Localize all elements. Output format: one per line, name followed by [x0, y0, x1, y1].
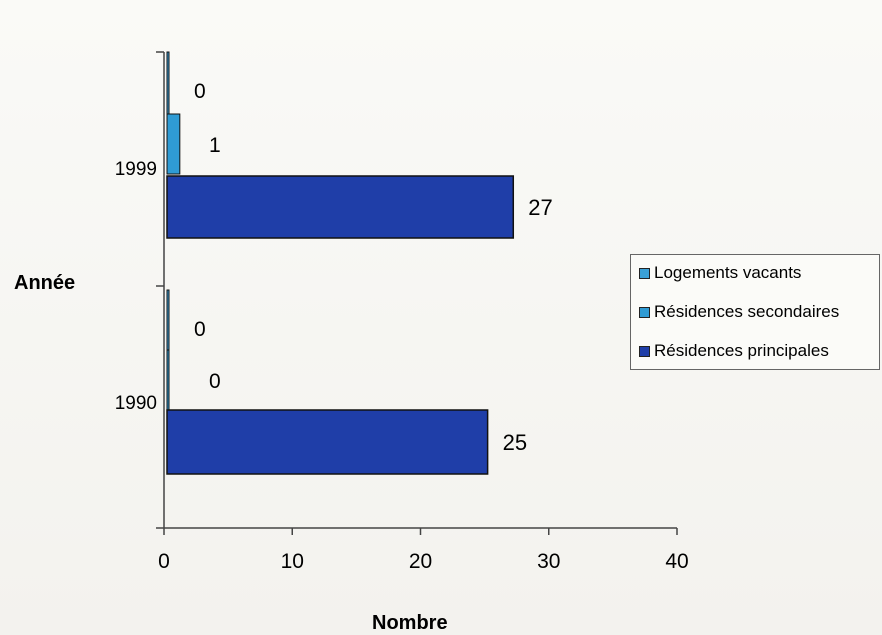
bars-layer [166, 51, 515, 475]
x-tick-label-0: 0 [158, 550, 170, 573]
legend-item-vacants: Logements vacants [639, 263, 801, 283]
legend-label-secondaires: Résidences secondaires [654, 302, 840, 321]
data-label-principales-1999: 27 [528, 195, 552, 220]
data-label-principales-1990: 25 [503, 430, 527, 455]
bar-vacants-1990 [166, 289, 170, 355]
legend-item-principales: Résidences principales [639, 341, 829, 361]
data-label-vacants-1999: 0 [194, 80, 206, 103]
data-label-secondaires-1990: 0 [209, 370, 221, 393]
bar-vacants-1999 [166, 51, 170, 117]
data-label-vacants-1990: 0 [194, 318, 206, 341]
legend: Logements vacants Résidences secondaires… [630, 254, 880, 370]
bar-principales-1999 [166, 175, 515, 239]
legend-item-secondaires: Résidences secondaires [639, 302, 839, 322]
x-axis-title: Nombre [372, 612, 448, 634]
legend-swatch-principales [639, 345, 650, 357]
x-tick-label-40: 40 [665, 550, 688, 573]
x-tick-label-20: 20 [409, 550, 432, 573]
bar-secondaires-1990 [166, 349, 170, 411]
axes-layer [156, 51, 678, 535]
data-label-secondaires-1999: 1 [209, 134, 221, 157]
labels-layer: 0 1 27 1999 0 0 25 1990 0 10 20 30 40 [115, 80, 689, 573]
y-tick-label-1990: 1990 [115, 393, 157, 414]
legend-swatch-vacants [639, 267, 650, 279]
y-tick-label-1999: 1999 [115, 159, 157, 180]
y-axis-title: Année [14, 272, 76, 294]
bar-secondaires-1999 [166, 113, 181, 175]
legend-label-principales: Résidences principales [654, 341, 829, 360]
legend-label-vacants: Logements vacants [654, 263, 802, 282]
x-tick-label-30: 30 [537, 550, 560, 573]
legend-swatch-secondaires [639, 306, 650, 318]
x-tick-label-10: 10 [281, 550, 304, 573]
bar-principales-1990 [166, 409, 489, 475]
